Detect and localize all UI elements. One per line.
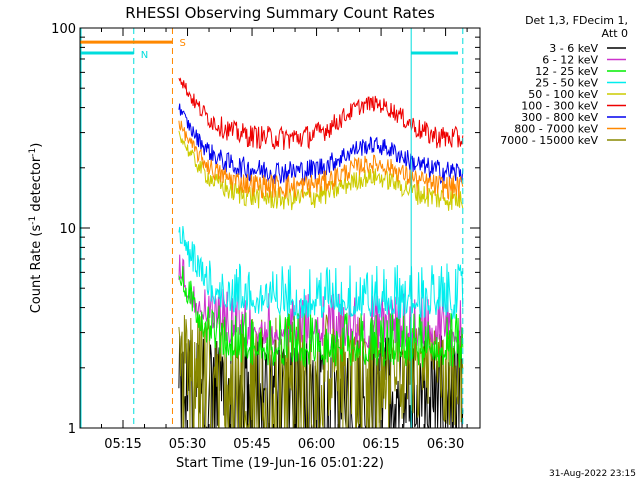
legend-header-line2: Att 0 [602, 27, 628, 40]
y-axis-label-sup2: -1 [28, 148, 38, 157]
series-line-1 [178, 254, 464, 349]
x-tick-label: 05:30 [169, 437, 206, 452]
legend-label-0: 3 - 6 keV [549, 42, 598, 55]
legend-header-line1: Det 1,3, FDecim 1, [525, 14, 628, 27]
x-tick-label: 06:30 [427, 437, 464, 452]
legend-label-1: 6 - 12 keV [542, 54, 598, 67]
x-tick-label: 05:15 [104, 437, 141, 452]
chart-title: RHESSI Observing Summary Count Rates [125, 4, 435, 22]
legend-label-5: 100 - 300 keV [521, 100, 598, 113]
y-axis-ticks: 1 10 100 [51, 22, 480, 437]
series-line-6 [178, 103, 464, 185]
legend-label-2: 12 - 25 keV [535, 65, 598, 78]
series-line-7 [178, 120, 464, 201]
y-axis-label: Count Rate (s-1 detector-1) [28, 143, 44, 314]
series-line-3 [178, 225, 464, 320]
x-axis-ticks: 05:15 05:30 05:45 06:00 06:15 06:30 [101, 28, 468, 452]
y-axis-label-main: Count Rate (s [29, 225, 44, 314]
footer-timestamp: 31-Aug-2022 23:15 [549, 469, 636, 479]
legend-label-3: 25 - 50 keV [535, 77, 598, 90]
legend-label-7: 800 - 7000 keV [514, 123, 598, 136]
y-tick-label: 1 [68, 422, 76, 437]
series-line-4 [178, 130, 464, 211]
x-tick-label: 06:15 [362, 437, 399, 452]
annotation-overlays: NS [80, 28, 464, 428]
y-axis-label-mid: detector [29, 156, 44, 216]
x-axis-label: Start Time (19-Jun-16 05:01:22) [176, 456, 384, 471]
x-tick-label: 05:45 [233, 437, 270, 452]
y-axis-label-sup1: -1 [28, 216, 38, 225]
x-tick-label: 06:00 [298, 437, 335, 452]
y-tick-label: 10 [59, 222, 76, 237]
night-label: N [141, 50, 148, 61]
series-line-5 [178, 77, 464, 151]
y-axis-label-end: ) [29, 143, 44, 148]
data-traces [178, 77, 464, 429]
legend-label-6: 300 - 800 keV [521, 111, 598, 124]
legend-label-4: 50 - 100 keV [528, 88, 598, 101]
y-tick-label: 100 [51, 22, 76, 37]
series-line-2 [178, 266, 464, 368]
saa-label: S [179, 38, 185, 49]
legend-label-8: 7000 - 15000 keV [500, 134, 598, 147]
